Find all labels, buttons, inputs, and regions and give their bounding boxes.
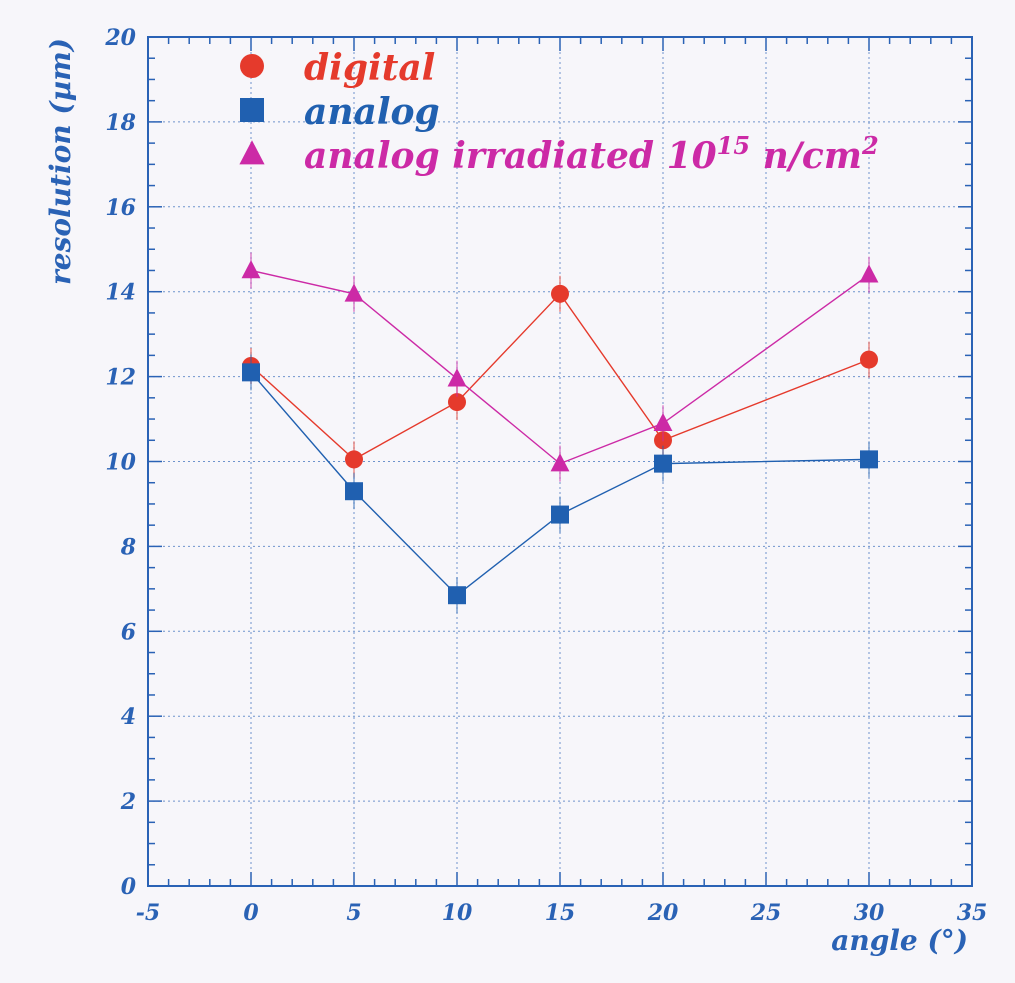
- x-tick-label: 0: [243, 900, 259, 926]
- data-point-triangle: [447, 368, 467, 387]
- x-tick-label: 30: [854, 900, 885, 926]
- data-point-circle: [345, 450, 363, 469]
- x-tick-label: 10: [442, 900, 473, 926]
- legend-label: analog: [304, 91, 440, 133]
- data-point-circle: [448, 393, 466, 412]
- y-tick-label: 8: [120, 534, 136, 560]
- data-point-triangle: [550, 453, 570, 472]
- data-point-triangle: [241, 260, 261, 279]
- legend-marker-circle: [240, 54, 264, 78]
- data-point-square: [448, 586, 466, 605]
- data-point-square: [242, 363, 260, 382]
- y-tick-label: 12: [105, 365, 136, 391]
- data-point-square: [654, 454, 672, 473]
- y-tick-label: 16: [105, 195, 136, 221]
- data-point-triangle: [859, 264, 879, 283]
- x-tick-label: 35: [957, 900, 988, 926]
- data-point-circle: [551, 284, 569, 303]
- legend-label: analog irradiated 1015 n/cm2: [304, 131, 879, 177]
- y-tick-label: 14: [105, 280, 136, 306]
- x-tick-label: 5: [346, 900, 361, 926]
- y-tick-label: 10: [105, 450, 136, 476]
- data-point-square: [860, 450, 878, 469]
- x-axis-title: angle (°): [831, 924, 968, 957]
- y-tick-label: 2: [120, 789, 136, 815]
- y-tick-label: 6: [121, 619, 136, 645]
- series-line-circle: [250, 292, 870, 461]
- legend-label: digital: [304, 47, 435, 89]
- x-tick-label: 25: [750, 900, 782, 926]
- data-point-circle: [860, 350, 878, 369]
- data-point-square: [345, 482, 363, 501]
- y-tick-label: 20: [104, 25, 136, 51]
- series: [241, 252, 879, 614]
- x-tick-label: -5: [136, 900, 160, 926]
- x-tick-label: 20: [647, 900, 679, 926]
- data-point-square: [551, 505, 569, 524]
- x-tick-label: 15: [545, 900, 576, 926]
- y-tick-label: 18: [105, 110, 136, 136]
- y-tick-label: 0: [121, 874, 137, 900]
- series-line-triangle: [250, 269, 870, 465]
- y-tick-label: 4: [121, 704, 136, 730]
- legend-marker-triangle: [239, 140, 265, 165]
- y-axis-title: resolution (µm): [44, 38, 77, 285]
- series-line-square: [250, 371, 870, 597]
- data-point-triangle: [344, 283, 364, 302]
- data-point-triangle: [653, 412, 673, 432]
- legend-marker-square: [240, 98, 264, 122]
